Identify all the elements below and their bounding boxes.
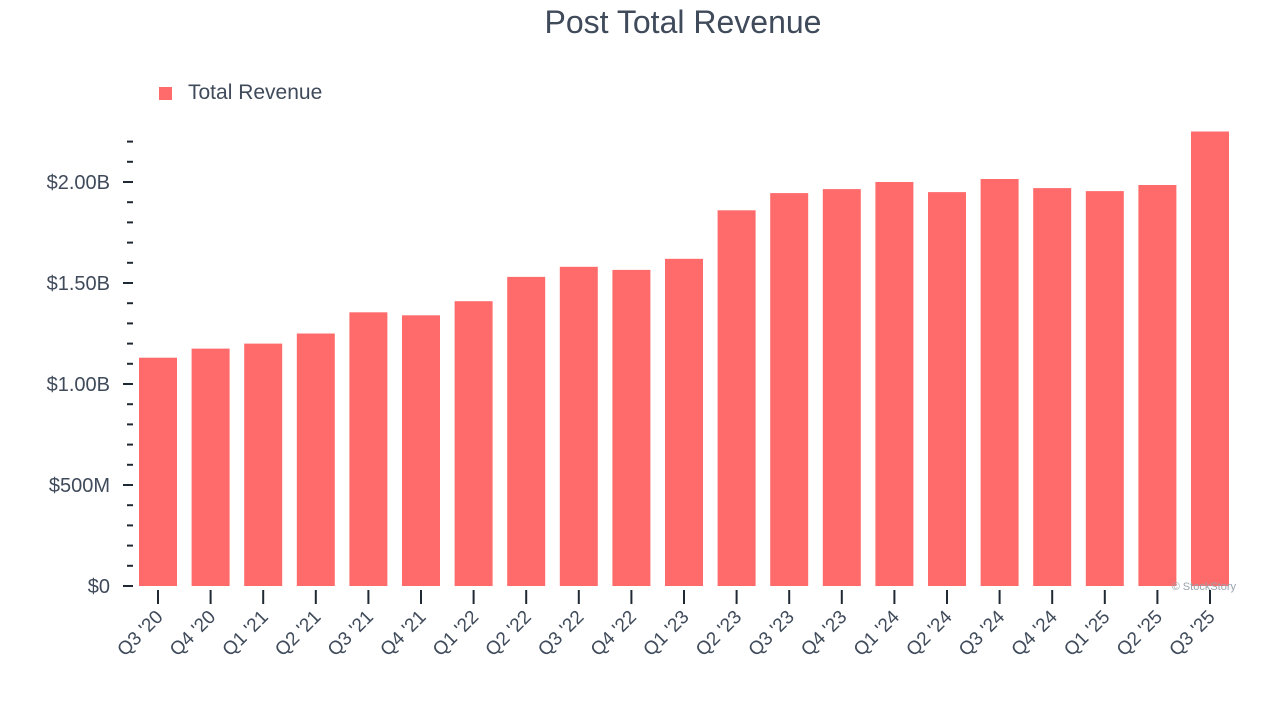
x-tick-label: Q4 '24 xyxy=(1008,606,1062,660)
y-tick-label: $0 xyxy=(88,576,110,598)
x-tick-label: Q1 '24 xyxy=(850,606,904,660)
x-tick-label: Q3 '21 xyxy=(324,607,378,661)
y-tick-label: $500M xyxy=(49,475,110,497)
bar xyxy=(244,343,283,586)
chart-title: Post Total Revenue xyxy=(545,4,822,40)
bar xyxy=(612,269,651,586)
bar xyxy=(770,193,809,586)
bar xyxy=(1138,185,1177,586)
bar xyxy=(507,276,546,586)
x-tick-label: Q2 '24 xyxy=(903,606,957,660)
x-tick-label: Q3 '20 xyxy=(114,607,168,661)
bar xyxy=(454,301,493,586)
x-tick-label: Q3 '22 xyxy=(534,607,588,661)
y-tick-label: $2.00B xyxy=(47,172,110,194)
bar xyxy=(875,182,914,586)
x-tick-label: Q2 '22 xyxy=(482,607,536,661)
bar xyxy=(717,210,756,587)
bar xyxy=(296,333,335,586)
bar xyxy=(139,357,177,586)
legend-label: Total Revenue xyxy=(188,81,322,104)
y-axis: $0 $500M $1.00B $1.50B $2.00B xyxy=(47,140,133,598)
x-tick-label: Q1 '22 xyxy=(429,607,483,661)
x-tick-label: Q1 '21 xyxy=(219,607,273,661)
x-tick-label: Q4 '23 xyxy=(797,607,851,661)
y-tick-label: $1.00B xyxy=(47,374,110,396)
x-tick-label: Q3 '23 xyxy=(745,607,799,661)
watermark: © StockStory xyxy=(1172,581,1237,593)
x-tick-label: Q3 '24 xyxy=(955,606,1009,660)
x-tick-label: Q1 '25 xyxy=(1060,607,1114,661)
y-tick-label: $1.50B xyxy=(47,273,110,295)
legend: Total Revenue xyxy=(159,81,322,104)
x-tick-label: Q3 '25 xyxy=(1166,607,1220,661)
bar xyxy=(1033,188,1072,586)
x-tick-label: Q4 '22 xyxy=(587,607,641,661)
bars xyxy=(139,131,1229,587)
bar xyxy=(665,258,703,586)
bar xyxy=(822,189,861,586)
x-tick-label: Q4 '20 xyxy=(166,607,220,661)
bar xyxy=(1085,191,1124,586)
bar xyxy=(191,348,230,586)
bar xyxy=(402,315,440,586)
x-tick-label: Q2 '25 xyxy=(1113,607,1167,661)
bar xyxy=(559,266,598,586)
x-tick-label: Q1 '23 xyxy=(640,607,694,661)
bar xyxy=(928,192,966,586)
bar xyxy=(980,179,1019,586)
bar xyxy=(349,312,388,586)
x-tick-label: Q2 '21 xyxy=(271,607,325,661)
x-tick-label: Q4 '21 xyxy=(377,607,431,661)
legend-swatch xyxy=(159,87,172,100)
x-tick-label: Q2 '23 xyxy=(692,607,746,661)
bar xyxy=(1191,131,1229,586)
